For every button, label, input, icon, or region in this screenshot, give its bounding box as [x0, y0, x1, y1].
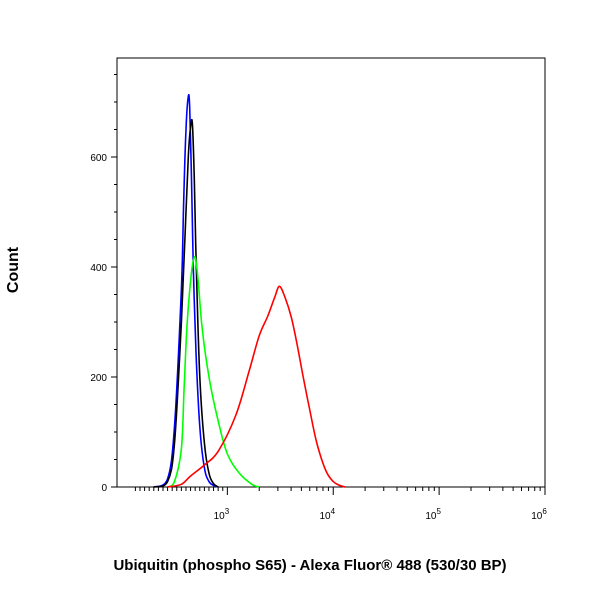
y-tick-label: 400 — [90, 263, 107, 274]
y-tick-label: 0 — [101, 483, 107, 494]
x-axis-label: Ubiquitin (phospho S65) - Alexa Fluor® 4… — [113, 557, 506, 574]
x-tick-label: 104 — [319, 507, 335, 522]
x-tick-label: 103 — [214, 507, 230, 522]
series-line — [153, 118, 219, 488]
y-tick-label: 600 — [90, 153, 107, 164]
x-tick-label: 105 — [425, 507, 441, 522]
plot-frame — [116, 57, 546, 488]
series-line — [153, 93, 219, 488]
x-tick-label: 106 — [531, 507, 547, 522]
series-line — [167, 255, 260, 488]
series-line — [167, 285, 346, 488]
y-axis-label: Count — [5, 246, 22, 293]
y-tick-label: 200 — [90, 373, 107, 384]
